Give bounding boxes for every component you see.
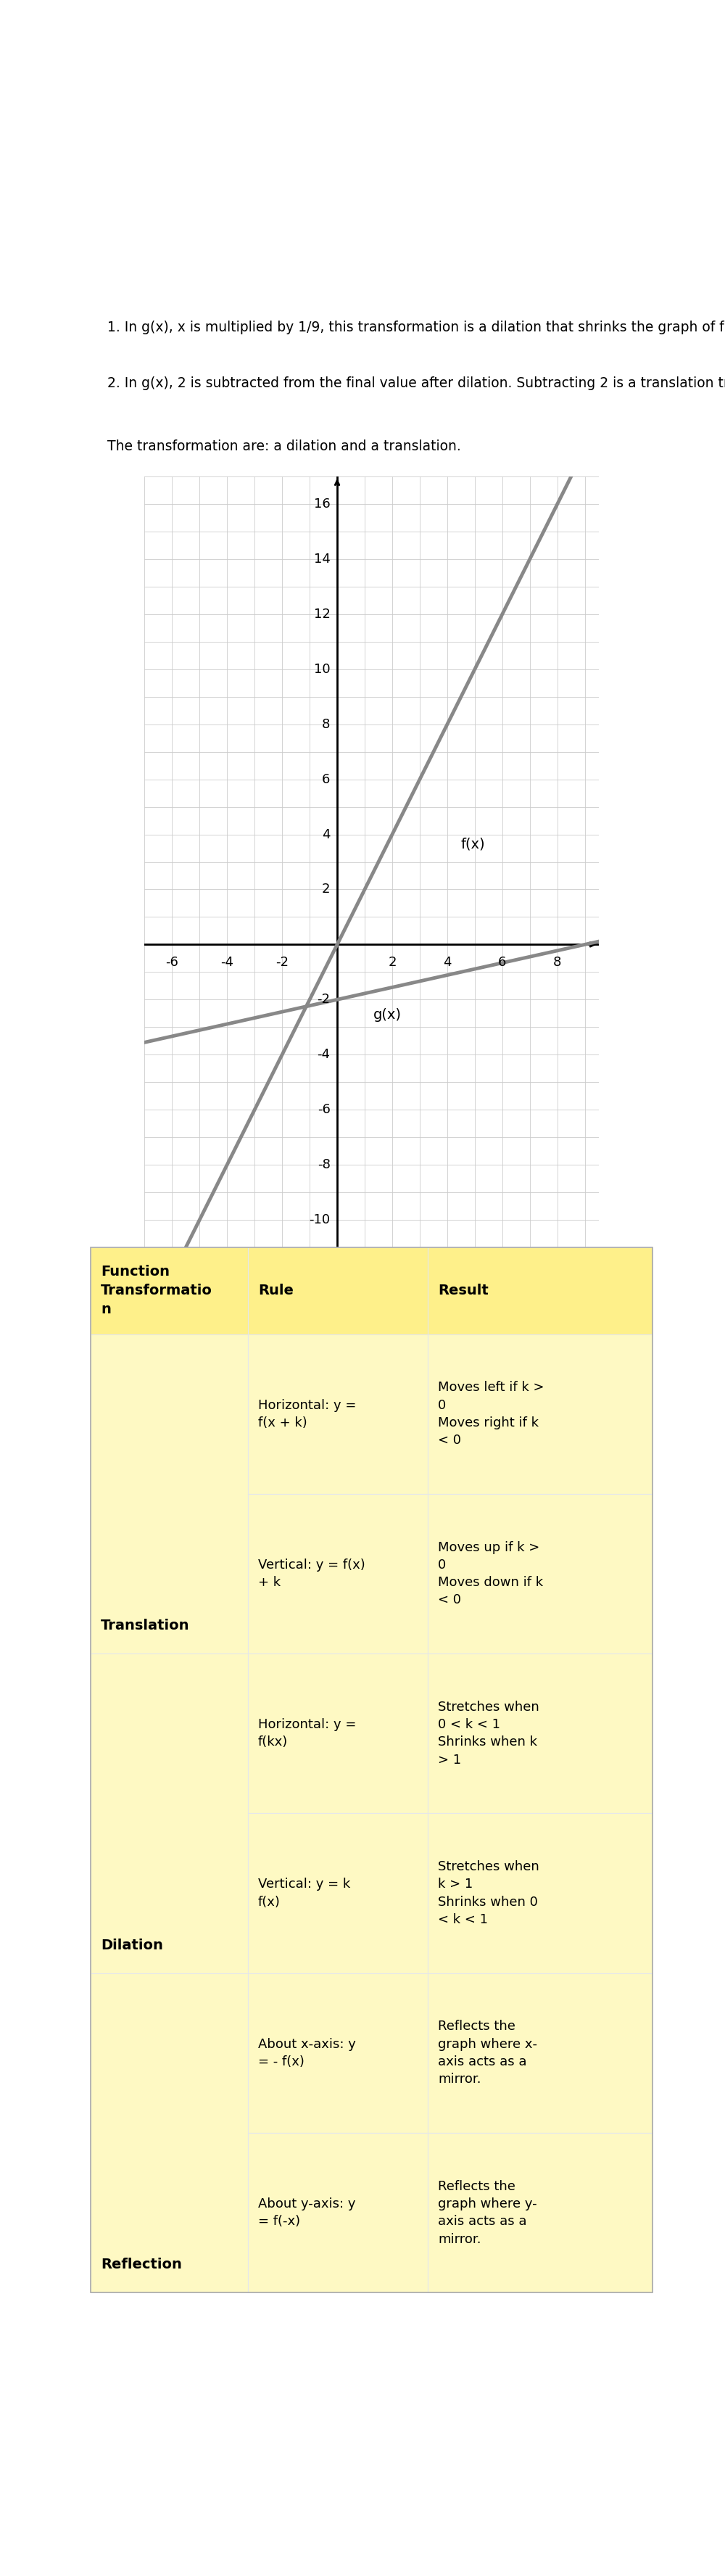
Bar: [248, 1973, 428, 2133]
Text: 1. In g(x), x is multiplied by 1/9, this transformation is a dilation that shrin: 1. In g(x), x is multiplied by 1/9, this…: [107, 322, 725, 335]
Bar: [248, 1494, 428, 1654]
Text: 6: 6: [498, 956, 506, 969]
Text: Stretches when
k > 1
Shrinks when 0
< k < 1: Stretches when k > 1 Shrinks when 0 < k …: [438, 1860, 539, 1927]
Text: Horizontal: y =
f(kx): Horizontal: y = f(kx): [258, 1718, 356, 1749]
Bar: [91, 1973, 248, 2293]
Text: 16: 16: [314, 497, 331, 510]
Text: 12: 12: [314, 608, 331, 621]
Text: Rule: Rule: [258, 1283, 294, 1298]
Text: Result: Result: [438, 1283, 489, 1298]
Text: Reflects the
graph where x-
axis acts as a
mirror.: Reflects the graph where x- axis acts as…: [438, 2020, 537, 2087]
Text: -6: -6: [318, 1103, 331, 1115]
Text: 8: 8: [553, 956, 561, 969]
Bar: [248, 1247, 428, 1334]
Text: Vertical: y = k
f(x): Vertical: y = k f(x): [258, 1878, 350, 1909]
Text: -4: -4: [318, 1048, 331, 1061]
Text: 10: 10: [314, 662, 331, 675]
Text: f(x): f(x): [461, 837, 485, 850]
Text: -2: -2: [276, 956, 289, 969]
Bar: [91, 1654, 248, 1973]
Text: 14: 14: [314, 554, 331, 567]
Bar: [428, 1973, 652, 2133]
Text: The transformation are: a dilation and a translation.: The transformation are: a dilation and a…: [107, 440, 461, 453]
Bar: [428, 1494, 652, 1654]
Text: 8: 8: [322, 719, 331, 732]
Bar: [248, 1814, 428, 1973]
Text: Moves up if k >
0
Moves down if k
< 0: Moves up if k > 0 Moves down if k < 0: [438, 1540, 543, 1607]
Text: Translation: Translation: [101, 1618, 189, 1633]
Bar: [91, 1247, 248, 1334]
Bar: [428, 1247, 652, 1334]
Text: -6: -6: [165, 956, 178, 969]
Text: 2. In g(x), 2 is subtracted from the final value after dilation. Subtracting 2 i: 2. In g(x), 2 is subtracted from the fin…: [107, 376, 725, 389]
Text: Horizontal: y =
f(x + k): Horizontal: y = f(x + k): [258, 1399, 356, 1430]
Bar: [428, 1654, 652, 1814]
Text: Dilation: Dilation: [101, 1940, 163, 1953]
Bar: [91, 1334, 248, 1654]
Text: -8: -8: [318, 1159, 331, 1172]
Text: Reflection: Reflection: [101, 2259, 182, 2272]
Text: Function
Transformatio
n: Function Transformatio n: [101, 1265, 212, 1316]
Text: Moves left if k >
0
Moves right if k
< 0: Moves left if k > 0 Moves right if k < 0: [438, 1381, 544, 1448]
Text: Vertical: y = f(x)
+ k: Vertical: y = f(x) + k: [258, 1558, 365, 1589]
Text: Stretches when
0 < k < 1
Shrinks when k
> 1: Stretches when 0 < k < 1 Shrinks when k …: [438, 1700, 539, 1767]
Text: g(x): g(x): [373, 1007, 401, 1023]
Bar: [428, 1814, 652, 1973]
Text: About y-axis: y
= f(-x): About y-axis: y = f(-x): [258, 2197, 355, 2228]
Text: 6: 6: [322, 773, 331, 786]
Text: About x-axis: y
= - f(x): About x-axis: y = - f(x): [258, 2038, 356, 2069]
Text: 2: 2: [388, 956, 397, 969]
Text: 2: 2: [322, 884, 331, 896]
Text: Reflects the
graph where y-
axis acts as a
mirror.: Reflects the graph where y- axis acts as…: [438, 2179, 537, 2246]
Bar: [248, 2133, 428, 2293]
Text: -4: -4: [220, 956, 233, 969]
Bar: [428, 1334, 652, 1494]
Text: -10: -10: [309, 1213, 331, 1226]
Bar: [248, 1654, 428, 1814]
Bar: [428, 2133, 652, 2293]
Text: 4: 4: [443, 956, 452, 969]
Bar: [248, 1334, 428, 1494]
Text: -2: -2: [318, 992, 331, 1007]
Text: 4: 4: [322, 827, 331, 840]
